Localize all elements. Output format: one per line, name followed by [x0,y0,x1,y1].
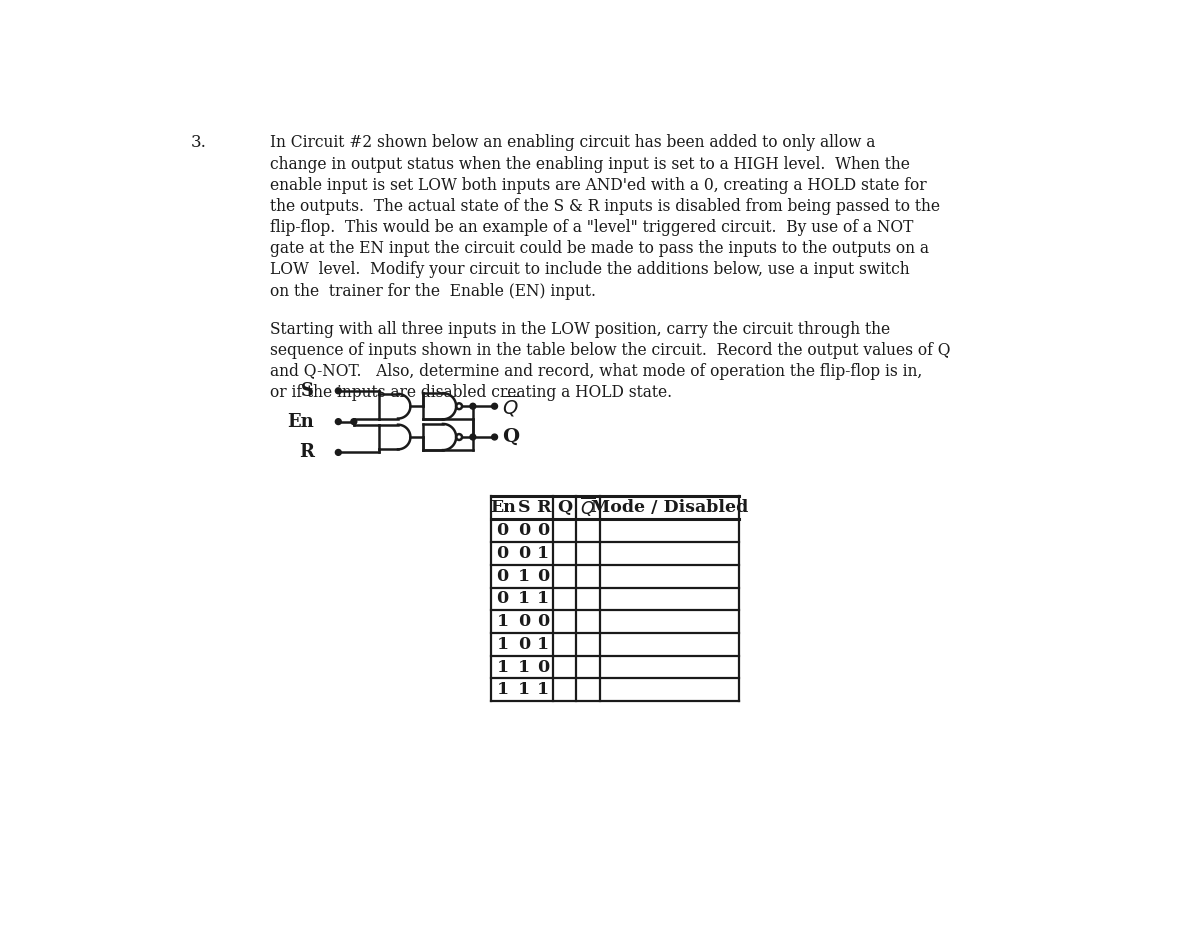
Text: 0: 0 [497,545,509,562]
Text: Q: Q [557,500,572,517]
Circle shape [335,388,341,394]
Text: change in output status when the enabling input is set to a HIGH level.  When th: change in output status when the enablin… [270,156,910,173]
Text: 1: 1 [538,590,550,607]
Text: S: S [301,382,314,400]
Text: 1: 1 [497,636,509,653]
Text: 0: 0 [518,522,530,539]
Text: 3.: 3. [191,134,206,151]
Text: 1: 1 [497,681,509,699]
Text: 1: 1 [518,681,530,699]
Circle shape [492,434,498,440]
Circle shape [470,434,476,440]
Text: 1: 1 [538,636,550,653]
Text: 1: 1 [497,613,509,630]
Text: 0: 0 [538,613,550,630]
Text: 0: 0 [538,568,550,585]
Text: 0: 0 [538,658,550,675]
Text: S: S [517,500,530,517]
Text: sequence of inputs shown in the table below the circuit.  Record the output valu: sequence of inputs shown in the table be… [270,342,950,359]
Text: gate at the EN input the circuit could be made to pass the inputs to the outputs: gate at the EN input the circuit could b… [270,240,929,257]
Text: 0: 0 [497,590,509,607]
Text: 1: 1 [518,658,530,675]
Text: Starting with all three inputs in the LOW position, carry the circuit through th: Starting with all three inputs in the LO… [270,320,890,338]
Text: R: R [536,500,551,517]
Circle shape [335,449,341,456]
Text: In Circuit #2 shown below an enabling circuit has been added to only allow a: In Circuit #2 shown below an enabling ci… [270,134,876,151]
Circle shape [335,418,341,425]
Text: 1: 1 [518,590,530,607]
Text: 0: 0 [518,636,530,653]
Text: En: En [288,413,314,431]
Text: on the  trainer for the  Enable (EN) input.: on the trainer for the Enable (EN) input… [270,283,596,300]
Text: the outputs.  The actual state of the S & R inputs is disabled from being passed: the outputs. The actual state of the S &… [270,198,940,215]
Text: $\overline{Q}$: $\overline{Q}$ [503,393,520,419]
Text: and Q-NOT.   Also, determine and record, what mode of operation the flip-flop is: and Q-NOT. Also, determine and record, w… [270,363,923,380]
Circle shape [492,403,498,409]
Circle shape [350,418,356,425]
Text: Q: Q [503,428,520,446]
Text: 1: 1 [538,545,550,562]
Text: 1: 1 [518,568,530,585]
Text: $\overline{Q}$: $\overline{Q}$ [580,496,595,518]
Text: Mode / Disabled: Mode / Disabled [590,500,748,517]
Text: 0: 0 [518,545,530,562]
Text: 0: 0 [497,522,509,539]
Text: R: R [299,444,314,461]
Text: 1: 1 [497,658,509,675]
Text: LOW  level.  Modify your circuit to include the additions below, use a input swi: LOW level. Modify your circuit to includ… [270,262,910,278]
Text: En: En [490,500,516,517]
Text: or if the inputs are disabled creating a HOLD state.: or if the inputs are disabled creating a… [270,384,672,402]
Text: 0: 0 [497,568,509,585]
Text: 0: 0 [518,613,530,630]
Text: 0: 0 [538,522,550,539]
Text: enable input is set LOW both inputs are AND'ed with a 0, creating a HOLD state f: enable input is set LOW both inputs are … [270,177,926,193]
Circle shape [470,403,476,409]
Text: 1: 1 [538,681,550,699]
Text: flip-flop.  This would be an example of a "level" triggered circuit.  By use of : flip-flop. This would be an example of a… [270,219,913,236]
